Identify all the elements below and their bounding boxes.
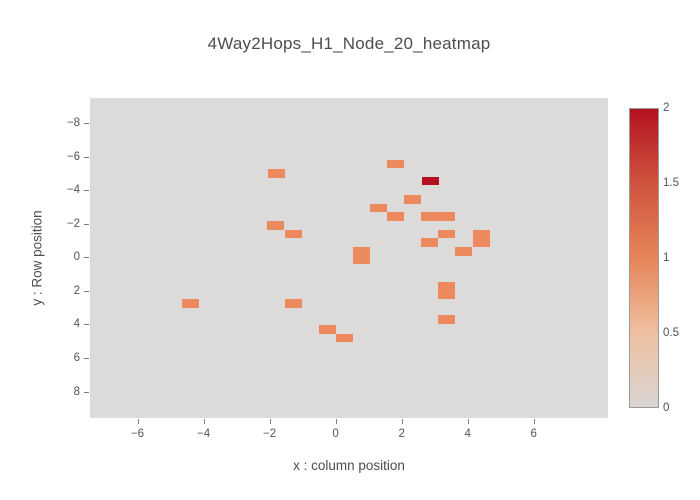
y-tick-mark <box>84 324 89 326</box>
x-tick-label: 6 <box>530 428 537 440</box>
heatmap-cell <box>438 290 456 300</box>
y-tick-label: −4 <box>66 184 80 197</box>
heatmap-cell <box>421 238 439 247</box>
heatmap-cell <box>182 299 200 308</box>
y-tick-label: −8 <box>66 117 80 130</box>
x-tick-mark <box>467 419 469 424</box>
y-tick-label: 8 <box>73 385 80 398</box>
y-tick-label: 6 <box>73 352 80 364</box>
chart-title: 4Way2Hops_H1_Node_20_heatmap <box>207 34 491 53</box>
x-tick-mark <box>533 419 535 424</box>
heatmap-cell <box>386 159 404 169</box>
y-tick-mark <box>84 257 89 259</box>
x-tick-label: −6 <box>130 428 145 440</box>
y-tick-mark <box>84 190 89 192</box>
colorbar-tick-label: 1 <box>663 252 670 264</box>
heatmap-cell <box>284 299 302 308</box>
heatmap-cell <box>268 169 285 178</box>
y-tick-label: 0 <box>73 251 80 264</box>
colorbar-gradient <box>629 108 659 408</box>
heatmap-cell <box>472 238 490 247</box>
x-tick-label: 4 <box>464 428 471 440</box>
colorbar-tick-label: 0.5 <box>663 327 679 339</box>
x-tick-label: −2 <box>263 428 277 440</box>
heatmap-cell <box>387 212 405 221</box>
y-tick-label: −6 <box>66 150 80 163</box>
y-tick-mark <box>84 391 89 393</box>
colorbar-tick-label: 2 <box>663 102 670 114</box>
x-axis-title: x : column position <box>293 458 405 473</box>
y-tick-mark <box>84 123 89 125</box>
heatmap-cell <box>403 195 421 204</box>
heatmap-cell <box>285 229 303 239</box>
heatmap-cell <box>438 229 456 239</box>
heatmap-cell <box>370 203 387 213</box>
x-tick-mark <box>203 419 205 424</box>
y-tick-label: 4 <box>73 318 80 331</box>
heatmap-cell <box>335 333 353 343</box>
y-axis-title-text: y : Row position <box>29 210 45 306</box>
heatmap-cell <box>438 212 456 221</box>
x-tick-label: −4 <box>197 428 211 440</box>
y-tick-mark <box>84 223 89 225</box>
x-tick-label: 2 <box>398 428 405 440</box>
heatmap-cell <box>455 247 473 256</box>
y-tick-mark <box>84 290 89 292</box>
x-tick-mark <box>401 419 403 424</box>
heatmap-cell <box>318 325 336 334</box>
colorbar-tick-label: 0 <box>663 402 670 414</box>
y-tick-mark <box>84 358 89 359</box>
heatmap-plot-area[interactable] <box>90 98 608 418</box>
heatmap-cell <box>438 282 456 291</box>
heatmap-cell <box>421 212 439 221</box>
x-tick-mark <box>269 419 271 424</box>
heatmap-cell <box>421 176 439 186</box>
heatmap-cell <box>472 229 490 239</box>
x-tick-mark <box>335 419 337 424</box>
colorbar-tick-label: 1.5 <box>663 177 679 189</box>
y-tick-label: 2 <box>73 284 80 297</box>
y-tick-mark <box>84 156 89 158</box>
heatmap-cell <box>352 255 370 265</box>
x-tick-label: 0 <box>332 428 339 440</box>
heatmap-cell <box>352 247 370 256</box>
heatmap-cell <box>438 315 456 324</box>
heatmap-cell <box>267 221 285 230</box>
x-tick-mark <box>137 419 139 424</box>
y-tick-label: −2 <box>66 217 80 230</box>
